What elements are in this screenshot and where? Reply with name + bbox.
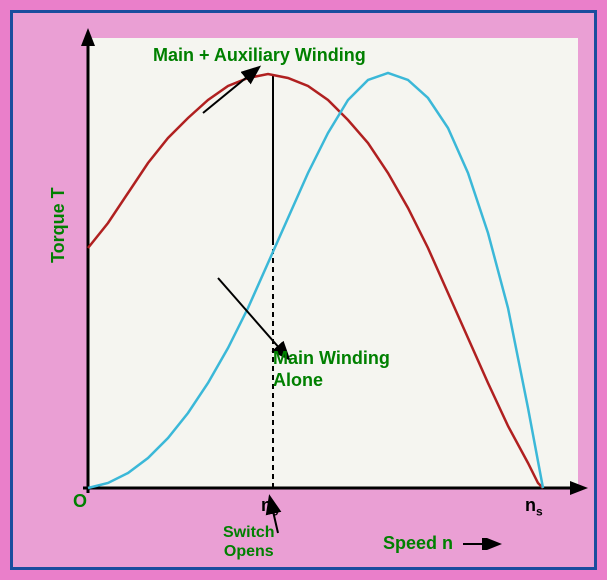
chart-svg	[88, 38, 578, 488]
switch-opens-label: Switch Opens	[223, 523, 275, 561]
plot-area	[88, 38, 578, 488]
y-axis-label: Torque T	[48, 187, 69, 263]
origin-label: O	[73, 491, 87, 512]
curve-main-alone	[88, 73, 543, 488]
ns-label: ns	[525, 495, 543, 519]
chart-frame: Torque T O n0 ns Switch Opens Speed n Ma…	[10, 10, 597, 570]
n0-label: n0	[261, 495, 279, 519]
curve-main-aux	[88, 74, 543, 488]
main-aux-label: Main + Auxiliary Winding	[153, 45, 366, 66]
main-alone-label: Main Winding Alone	[273, 348, 390, 391]
speed-label: Speed n	[383, 533, 508, 554]
main-aux-arrow	[203, 68, 258, 113]
